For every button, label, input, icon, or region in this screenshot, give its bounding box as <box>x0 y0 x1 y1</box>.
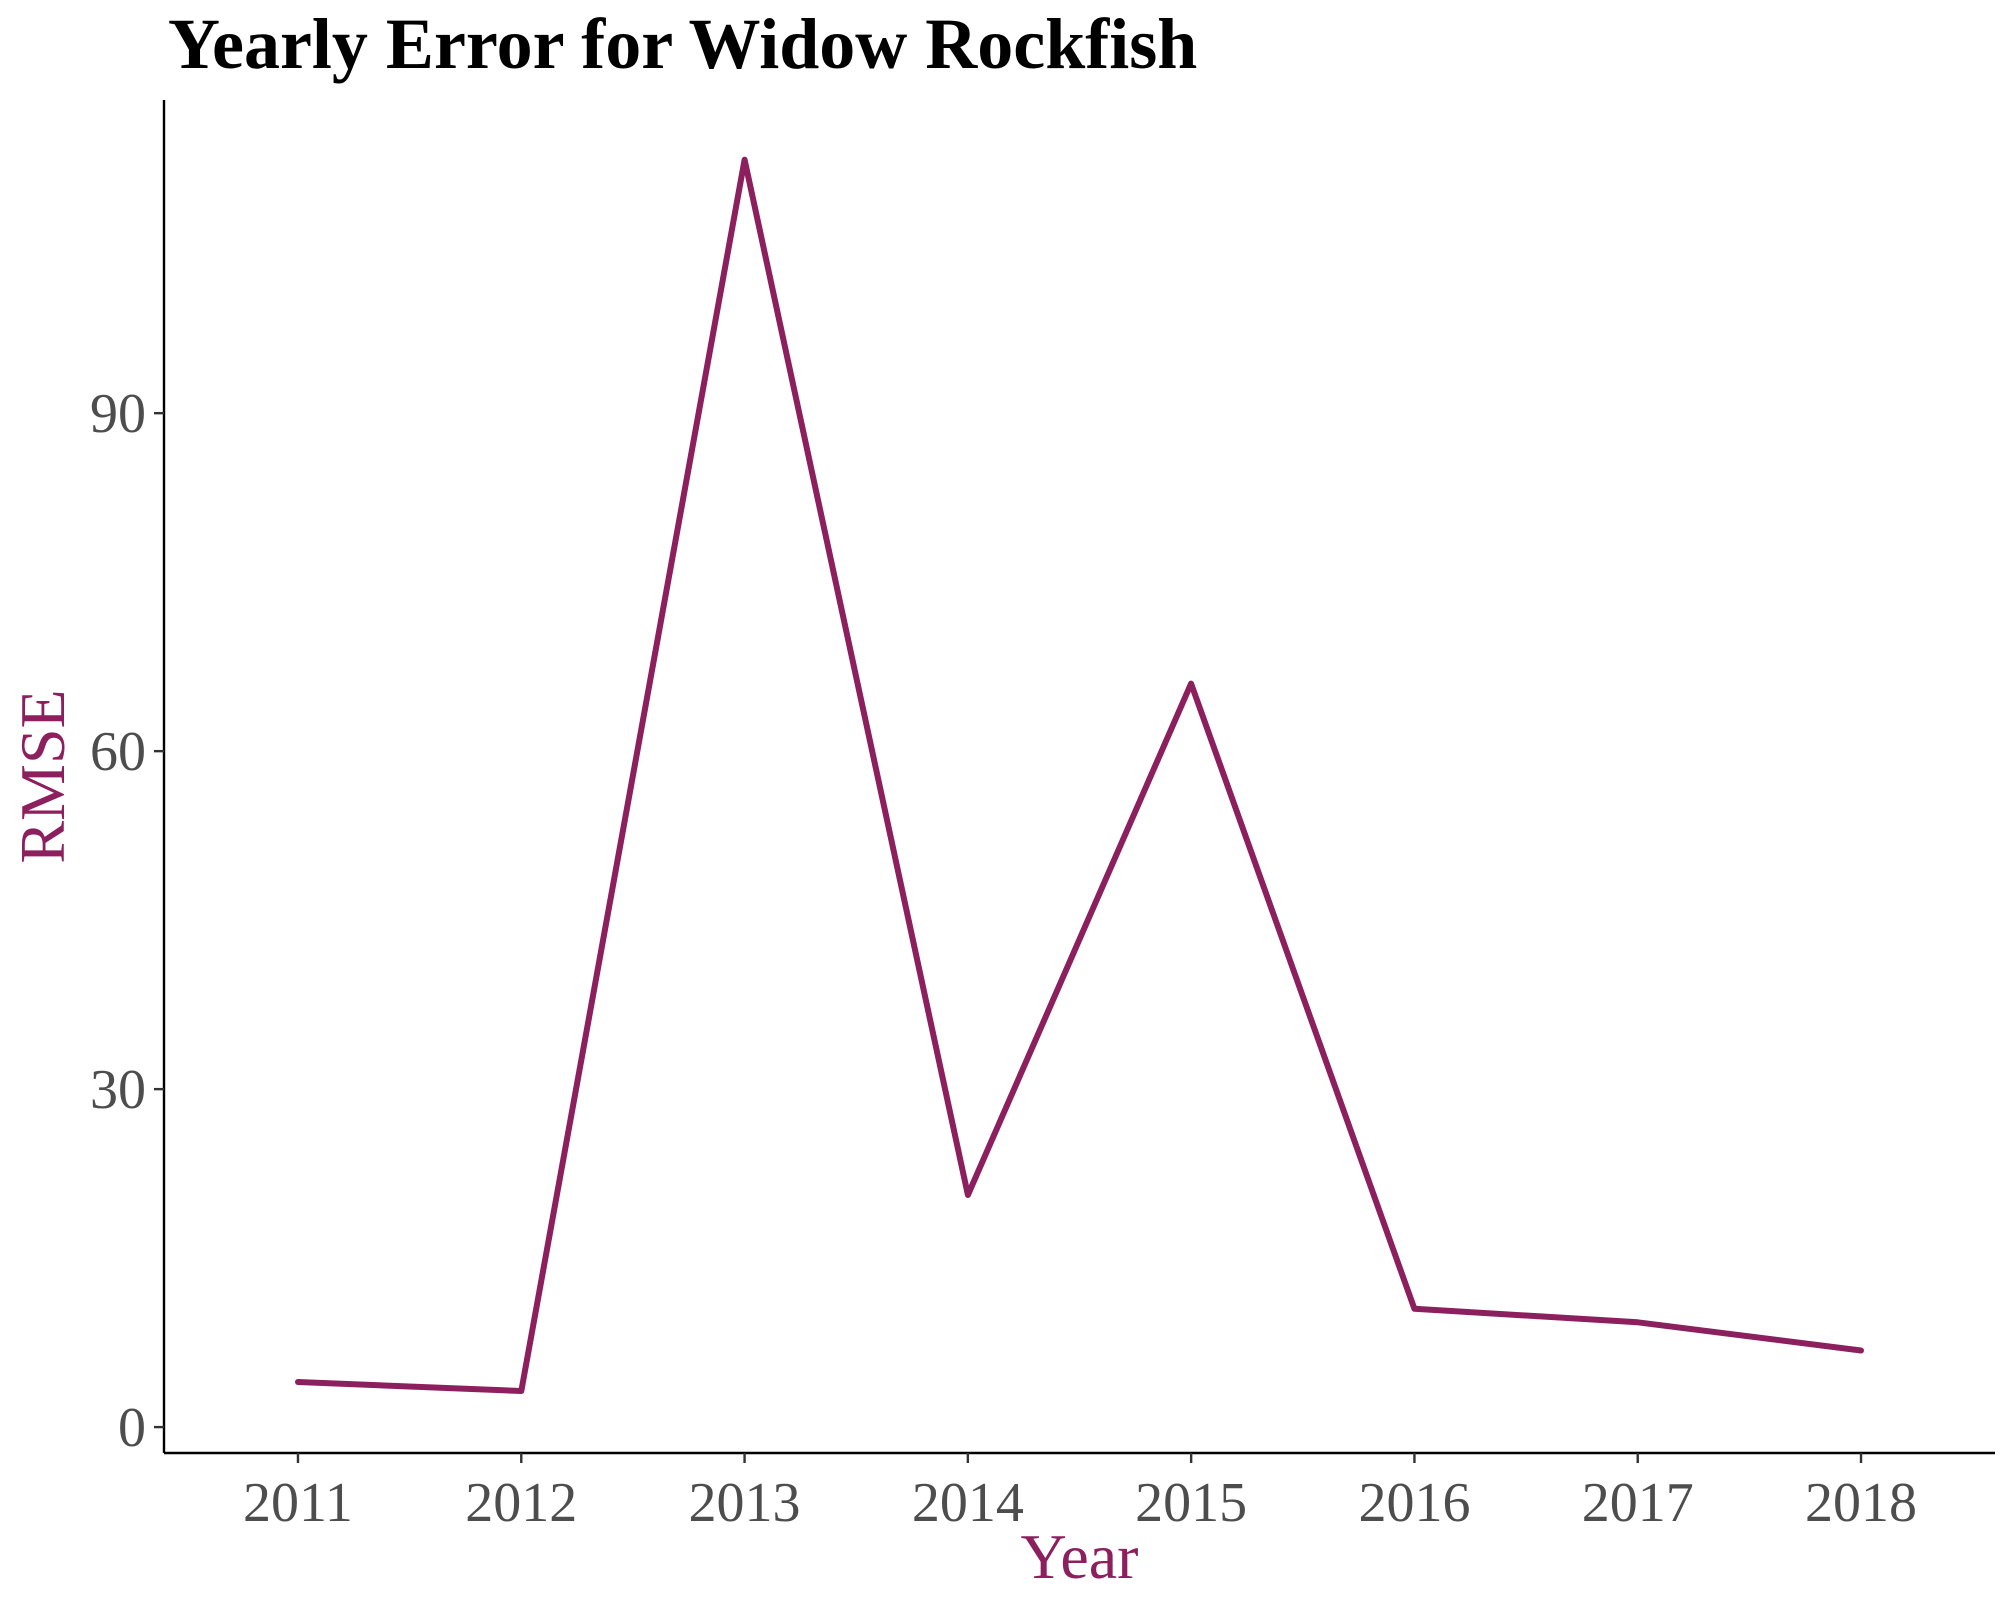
y-axis-ticks: 0 30 60 90 <box>90 383 164 1459</box>
y-tick-label: 30 <box>90 1059 146 1121</box>
y-axis-title: RMSE <box>7 689 78 863</box>
x-tick-label: 2017 <box>1582 1472 1694 1534</box>
x-tick-label: 2013 <box>689 1472 801 1534</box>
y-tick-label: 0 <box>118 1397 146 1459</box>
y-tick-label: 60 <box>90 721 146 783</box>
series-group <box>295 156 1864 1394</box>
x-tick-label: 2014 <box>912 1472 1024 1534</box>
x-axis-title: Year <box>1021 1521 1139 1592</box>
x-tick-label: 2011 <box>243 1472 353 1534</box>
series-line <box>295 156 1864 1394</box>
y-tick-label: 90 <box>90 383 146 445</box>
x-tick-label: 2012 <box>465 1472 577 1534</box>
x-tick-label: 2018 <box>1805 1472 1917 1534</box>
chart-title: Yearly Error for Widow Rockfish <box>168 4 1197 84</box>
x-tick-label: 2016 <box>1358 1472 1470 1534</box>
x-axis-ticks: 2011 2012 2013 2014 2015 2016 2017 2018 <box>243 1453 1917 1534</box>
x-tick-label: 2015 <box>1135 1472 1247 1534</box>
